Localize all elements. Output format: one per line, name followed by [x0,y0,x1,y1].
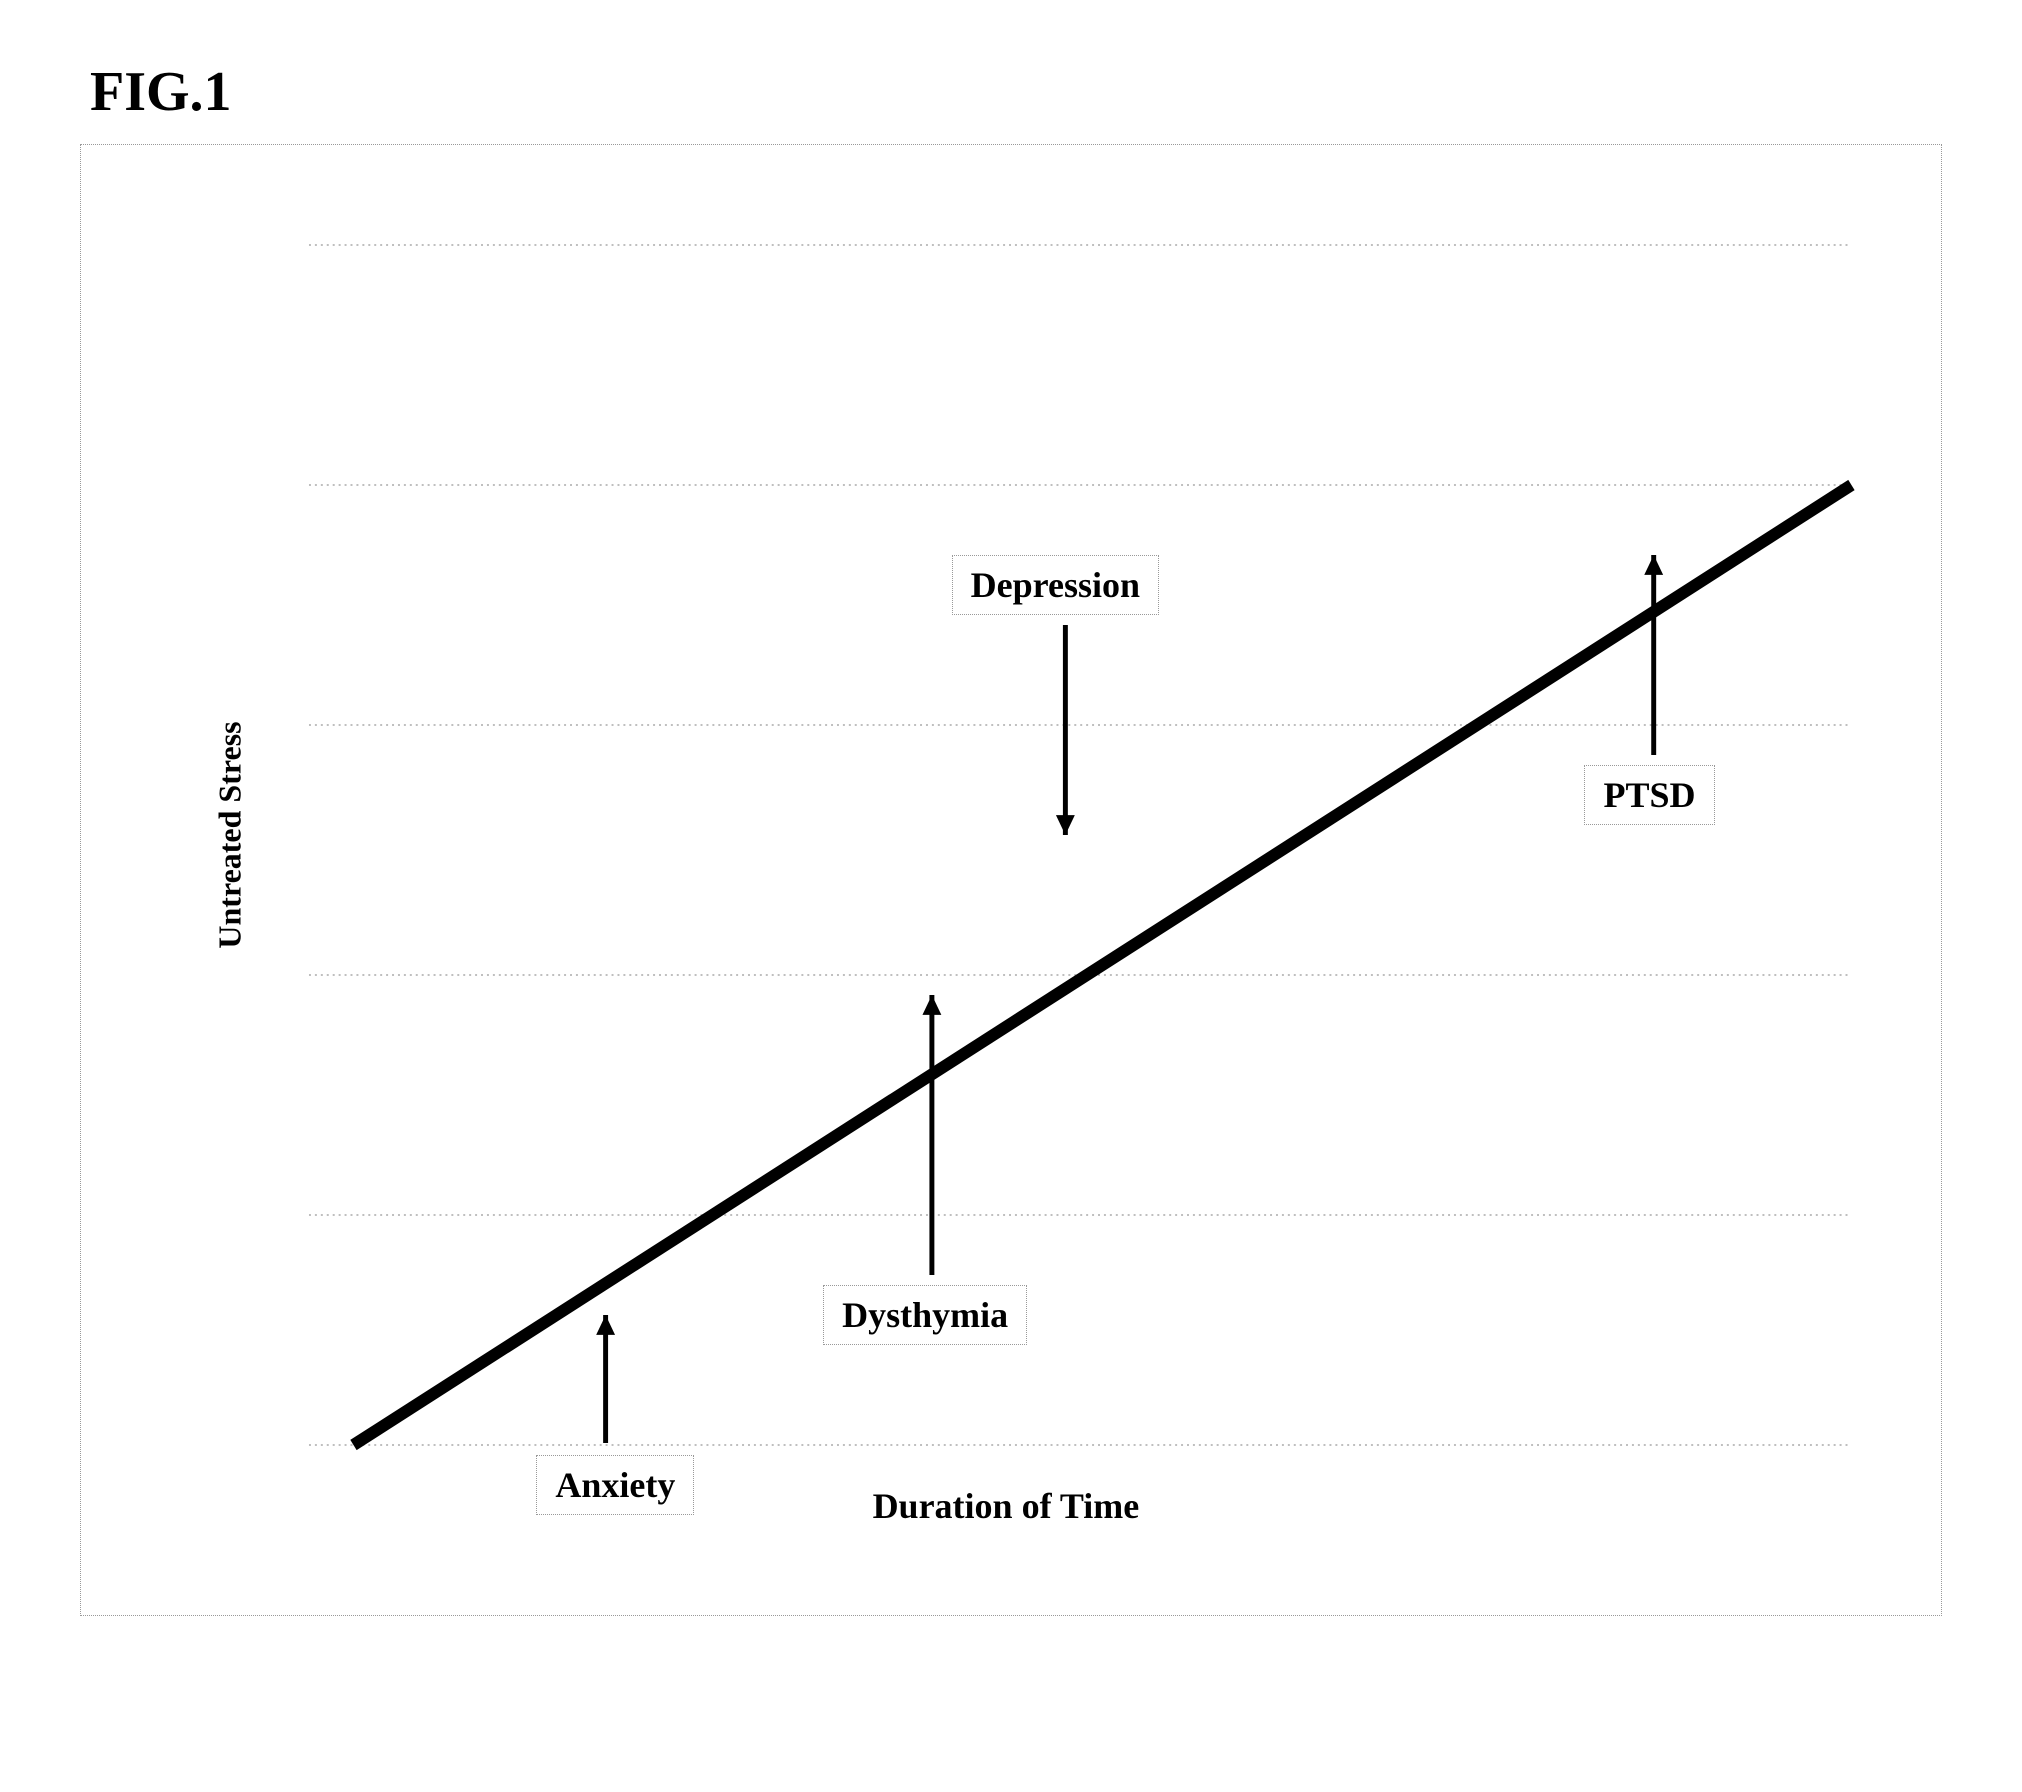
annotation-arrow [922,995,941,1275]
annotation-label: Dysthymia [823,1285,1027,1345]
annotation-arrow [1644,555,1663,755]
figure-title: FIG.1 [90,60,1942,124]
x-axis-label: Duration of Time [873,1485,1140,1527]
annotation-label: Anxiety [536,1455,694,1515]
annotation-arrow [596,1315,615,1443]
chart-area: Untreated Stress Duration of Time Anxiety D… [131,185,1891,1585]
chart-svg [131,185,1891,1585]
chart-container: Untreated Stress Duration of Time Anxiety D… [80,144,1942,1616]
annotation-arrow [1056,625,1075,835]
trend-line [353,485,1851,1445]
annotation-label: Depression [952,555,1159,615]
y-axis-label: Untreated Stress [211,721,248,948]
annotation-label: PTSD [1584,765,1714,825]
